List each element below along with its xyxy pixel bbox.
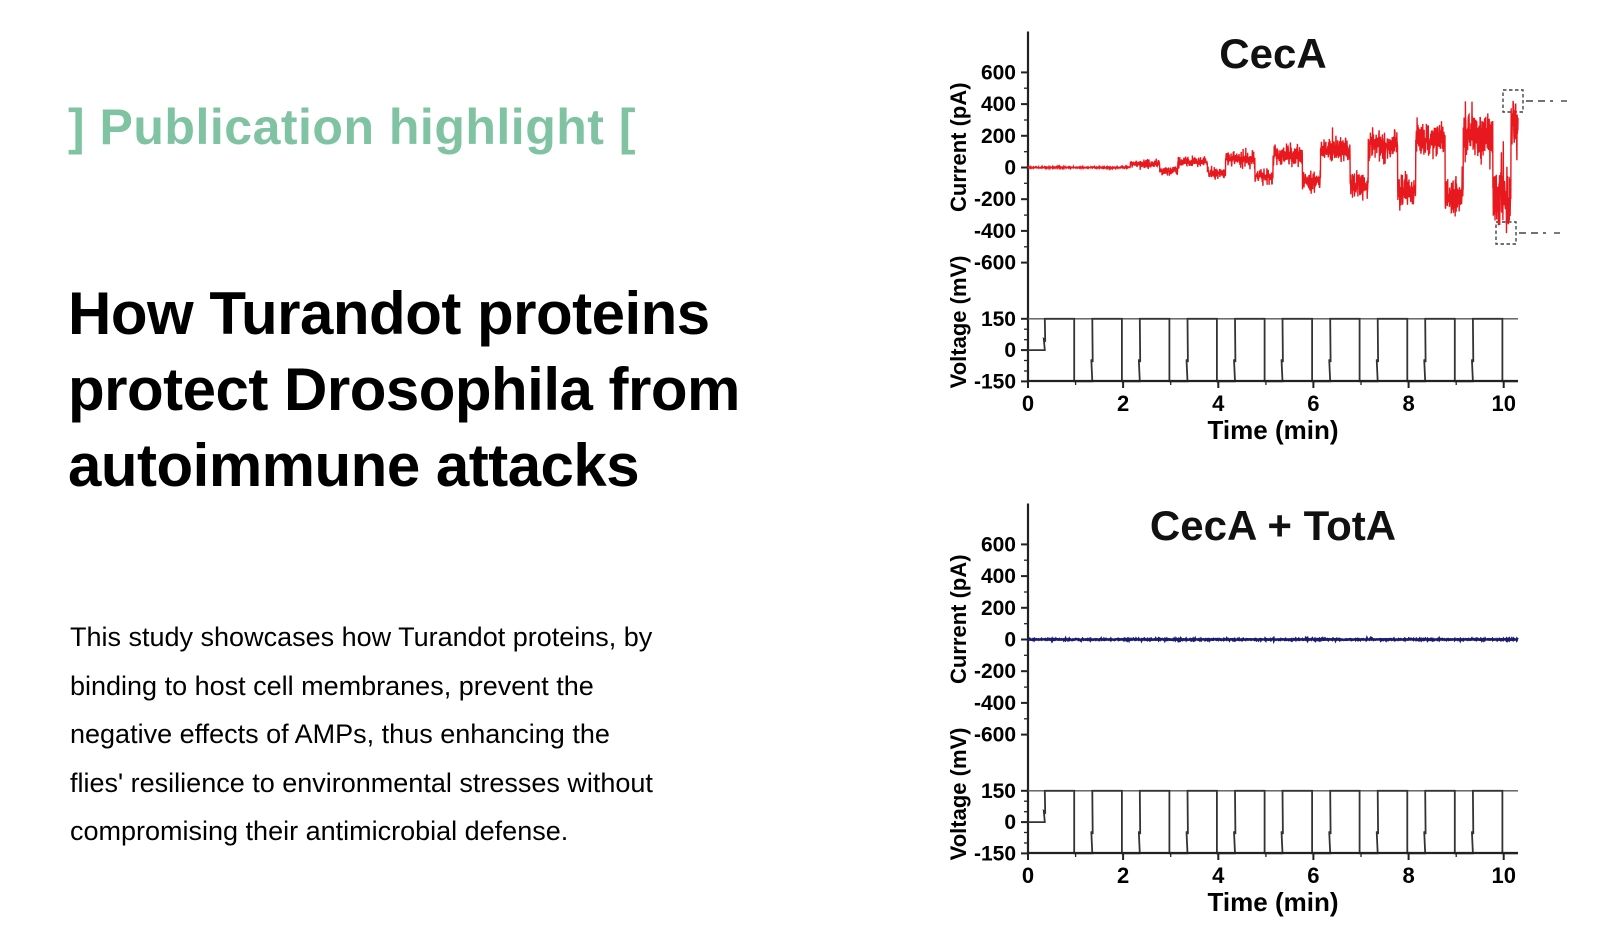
svg-text:Current (pA): Current (pA) (946, 82, 971, 212)
svg-text:CecA + TotA: CecA + TotA (1150, 502, 1396, 549)
svg-text:2: 2 (1117, 863, 1129, 888)
svg-text:-400: -400 (974, 692, 1016, 715)
svg-text:CecA: CecA (1219, 30, 1326, 77)
svg-text:4: 4 (1212, 863, 1225, 888)
svg-text:600: 600 (981, 533, 1016, 556)
svg-text:400: 400 (981, 93, 1016, 116)
svg-text:8: 8 (1402, 391, 1414, 416)
svg-text:-200: -200 (974, 188, 1016, 211)
svg-text:Time (min): Time (min) (1208, 887, 1339, 917)
svg-text:Voltage (mV): Voltage (mV) (946, 727, 971, 860)
svg-text:0: 0 (1004, 629, 1016, 652)
svg-text:6: 6 (1307, 863, 1319, 888)
svg-text:-150: -150 (974, 842, 1016, 865)
svg-text:150: 150 (981, 780, 1016, 803)
svg-text:150: 150 (981, 308, 1016, 331)
svg-text:-200: -200 (974, 660, 1016, 683)
svg-text:10: 10 (1491, 391, 1515, 416)
svg-text:0: 0 (1004, 339, 1016, 362)
svg-text:2: 2 (1117, 391, 1129, 416)
svg-text:10: 10 (1491, 863, 1515, 888)
svg-text:Voltage (mV): Voltage (mV) (946, 255, 971, 388)
svg-text:200: 200 (981, 597, 1016, 620)
svg-text:0: 0 (1022, 863, 1034, 888)
svg-text:200: 200 (981, 125, 1016, 148)
svg-text:-600: -600 (974, 252, 1016, 275)
svg-text:4: 4 (1212, 391, 1225, 416)
svg-text:-150: -150 (974, 370, 1016, 393)
svg-text:0: 0 (1022, 391, 1034, 416)
svg-text:Time (min): Time (min) (1208, 415, 1339, 445)
svg-text:600: 600 (981, 61, 1016, 84)
svg-text:Current (pA): Current (pA) (946, 554, 971, 684)
svg-text:-600: -600 (974, 724, 1016, 747)
svg-text:0: 0 (1004, 811, 1016, 834)
svg-text:0: 0 (1004, 157, 1016, 180)
svg-text:8: 8 (1402, 863, 1414, 888)
svg-text:-400: -400 (974, 220, 1016, 243)
svg-text:400: 400 (981, 565, 1016, 588)
svg-text:6: 6 (1307, 391, 1319, 416)
